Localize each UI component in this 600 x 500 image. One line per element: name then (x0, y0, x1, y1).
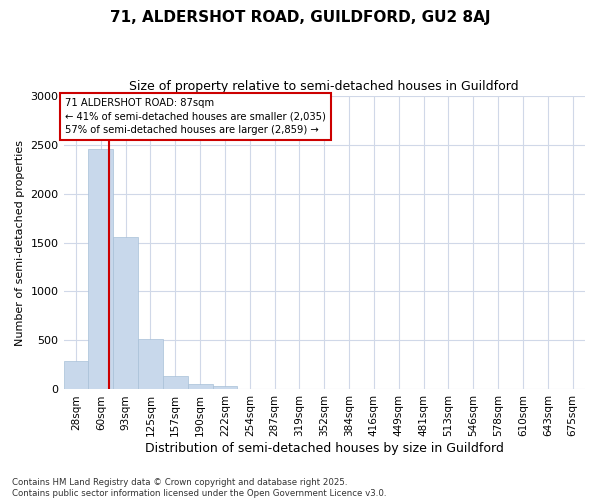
Bar (88, 150, 113, 390)
Bar (113, 236, 138, 390)
Y-axis label: Number of semi-detached properties: Number of semi-detached properties (15, 140, 25, 346)
Text: 71, ALDERSHOT ROAD, GUILDFORD, GU2 8AJ: 71, ALDERSHOT ROAD, GUILDFORD, GU2 8AJ (110, 10, 490, 25)
X-axis label: Distribution of semi-detached houses by size in Guildford: Distribution of semi-detached houses by … (145, 442, 504, 455)
Bar (138, 338, 163, 390)
Text: Contains HM Land Registry data © Crown copyright and database right 2025.
Contai: Contains HM Land Registry data © Crown c… (12, 478, 386, 498)
Bar (188, 384, 212, 390)
Text: 71 ALDERSHOT ROAD: 87sqm
← 41% of semi-detached houses are smaller (2,035)
57% o: 71 ALDERSHOT ROAD: 87sqm ← 41% of semi-d… (65, 98, 326, 135)
Bar (64, 361, 88, 390)
Title: Size of property relative to semi-detached houses in Guildford: Size of property relative to semi-detach… (130, 80, 519, 93)
Bar (212, 386, 238, 390)
Bar (163, 376, 188, 390)
